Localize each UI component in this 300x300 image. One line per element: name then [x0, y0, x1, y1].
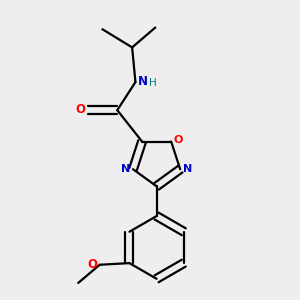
Text: O: O [75, 103, 85, 116]
Text: N: N [183, 164, 192, 174]
Text: O: O [87, 258, 97, 271]
Text: O: O [174, 135, 183, 145]
Text: N: N [121, 164, 130, 174]
Text: N: N [138, 75, 148, 88]
Text: H: H [149, 78, 157, 88]
